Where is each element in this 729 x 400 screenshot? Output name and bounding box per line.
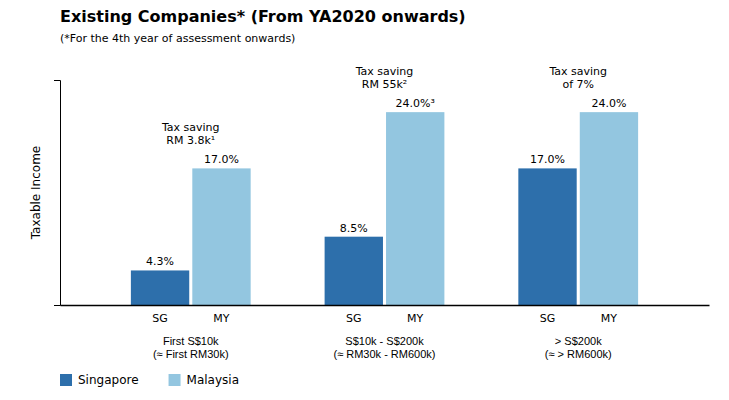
annotation-line: Tax saving <box>355 65 414 78</box>
y-axis-title: Taxable Income <box>29 146 43 240</box>
annotation: Tax savingof 7% <box>548 65 607 91</box>
series-short-label: SG <box>346 312 362 325</box>
annotation-line: of 7% <box>562 78 594 91</box>
data-label: 24.0%³ <box>396 97 435 110</box>
legend-swatch <box>60 374 72 386</box>
annotation-line: RM 3.8k¹ <box>166 134 215 147</box>
annotation: Tax savingRM 55k² <box>355 65 414 91</box>
title: Existing Companies* (From YA2020 onwards… <box>60 7 466 26</box>
series-short-label: SG <box>152 312 168 325</box>
legend: Singapore Malaysia <box>60 373 239 387</box>
bar <box>386 112 444 305</box>
legend-item: Singapore <box>60 373 139 387</box>
x-tick-label-line: S$10k - S$200k <box>345 335 424 347</box>
data-label: 17.0% <box>204 153 239 166</box>
x-axis: First S$10k(≈ First RM30k) S$10k - S$200k… <box>61 306 710 361</box>
legend-item: Malaysia <box>169 373 239 387</box>
series-short-label: MY <box>213 312 229 325</box>
x-tick: S$10k - S$200k(≈ RM30k - RM600k) <box>334 335 436 360</box>
x-axis-line <box>61 305 710 307</box>
x-tick-label-line: (≈ > RM600k) <box>545 348 612 360</box>
subtitle: (*For the 4th year of assessment onwards… <box>60 32 295 45</box>
legend-swatch <box>169 374 181 386</box>
annotation-line: Tax saving <box>548 65 607 78</box>
legend-label: Singapore <box>78 373 139 387</box>
data-label: 4.3% <box>146 255 174 268</box>
legend-label: Malaysia <box>187 373 239 387</box>
bars <box>131 112 638 305</box>
annotation-line: RM 55k² <box>362 78 407 91</box>
bar <box>131 270 189 305</box>
series-short-label: MY <box>407 312 423 325</box>
x-tick-label-line: > S$200k <box>555 335 602 347</box>
annotation: Tax savingRM 3.8k¹ <box>161 121 220 147</box>
x-tick-label-line: First S$10k <box>163 335 219 347</box>
data-label: 24.0% <box>591 97 626 110</box>
x-tick: First S$10k(≈ First RM30k) <box>153 335 229 360</box>
bar <box>325 237 383 305</box>
y-axis-line <box>54 81 61 306</box>
x-tick-label: > S$200k(≈ > RM600k) <box>545 335 612 360</box>
bar <box>518 168 576 305</box>
bar <box>192 168 250 305</box>
data-label: 17.0% <box>530 153 565 166</box>
chart: First S$10k(≈ First RM30k) S$10k - S$200k… <box>0 0 729 400</box>
x-tick: > S$200k(≈ > RM600k) <box>545 335 612 360</box>
x-tick-label-line: (≈ RM30k - RM600k) <box>334 348 436 360</box>
series-short-label: MY <box>601 312 617 325</box>
x-tick-label-line: (≈ First RM30k) <box>153 348 229 360</box>
annotation-line: Tax saving <box>161 121 220 134</box>
x-tick-label: First S$10k(≈ First RM30k) <box>153 335 229 360</box>
data-label: 8.5% <box>340 222 368 235</box>
x-tick-label: S$10k - S$200k(≈ RM30k - RM600k) <box>334 335 436 360</box>
bar <box>580 112 638 305</box>
plot: First S$10k(≈ First RM30k) S$10k - S$200k… <box>54 65 710 360</box>
series-short-label: SG <box>540 312 556 325</box>
y-axis <box>54 81 61 306</box>
